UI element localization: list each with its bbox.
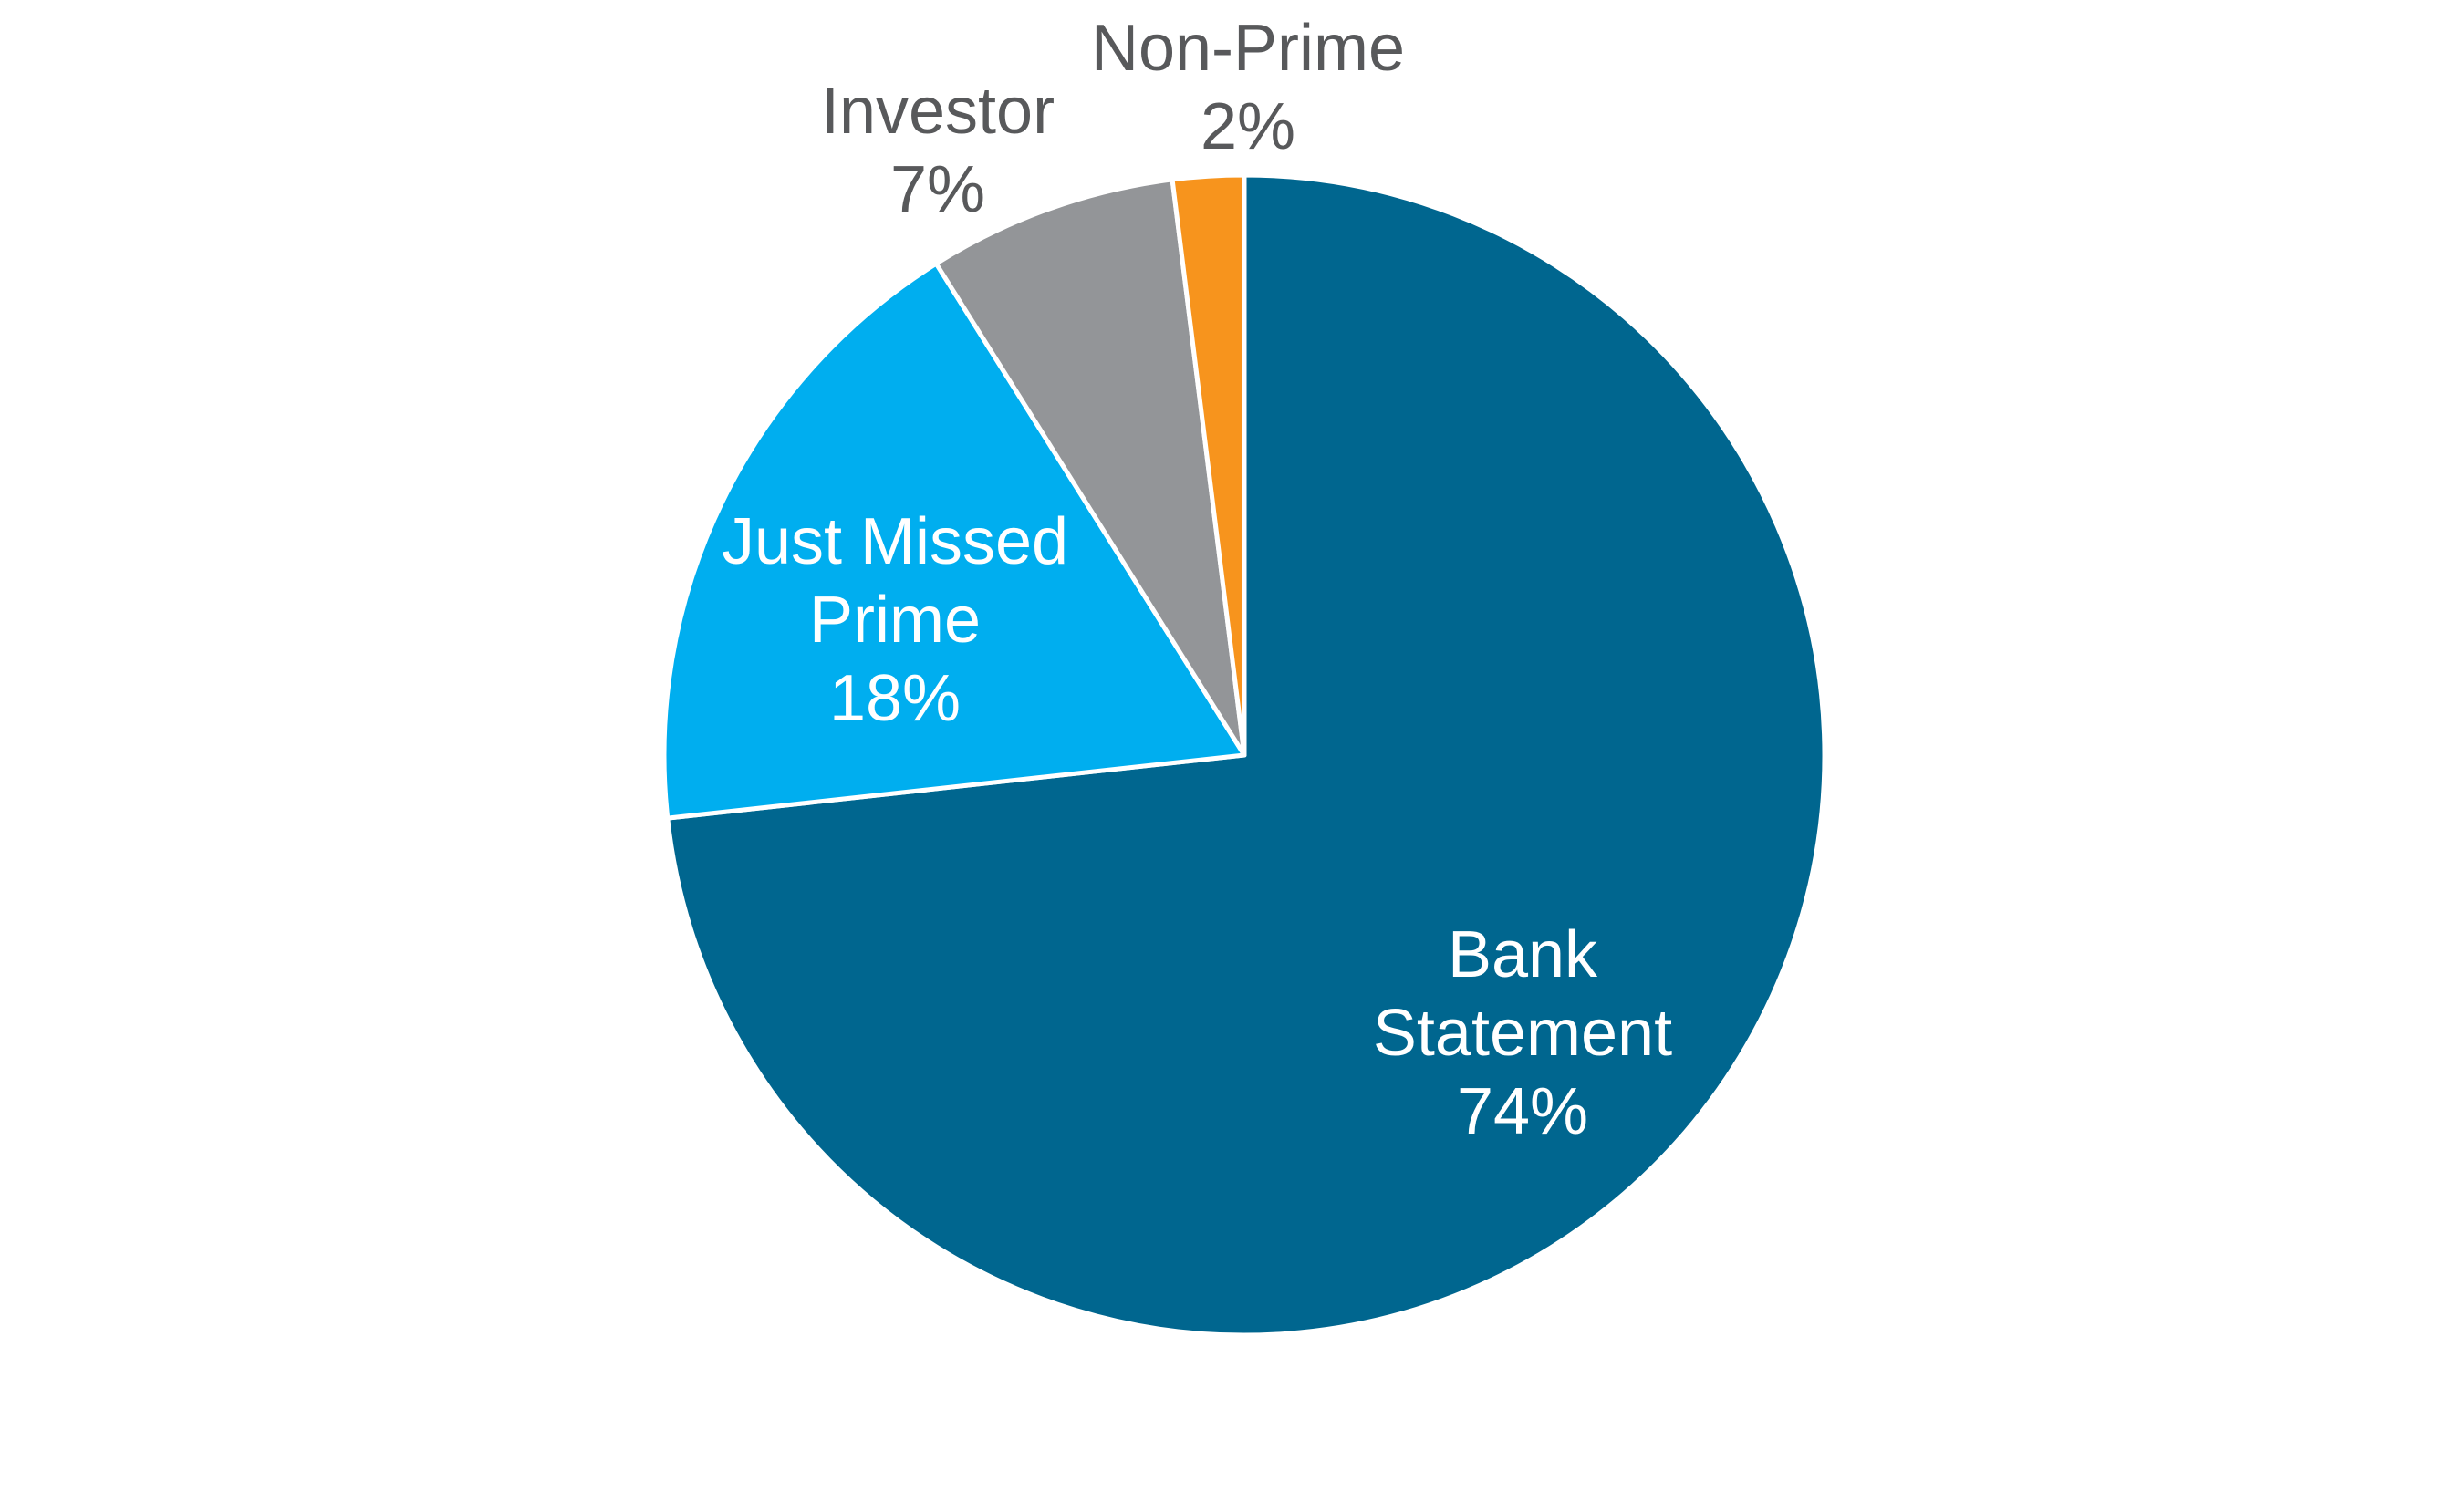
- category-label: Non-Prime: [1090, 12, 1406, 85]
- value-label: 18%: [828, 662, 962, 735]
- slice-label: Just Missed Prime 18%: [694, 503, 1096, 738]
- pie-slice: [933, 177, 1247, 758]
- pie-slice: [1170, 172, 1247, 758]
- slice-label: Investor 7%: [737, 72, 1138, 229]
- category-label: Bank Statement: [1372, 918, 1673, 1070]
- value-label: 74%: [1456, 1075, 1589, 1148]
- value-label: 7%: [889, 153, 986, 226]
- slice-label: Non-Prime 2%: [1047, 9, 1449, 166]
- value-label: 2%: [1200, 90, 1296, 163]
- slice-label: Bank Statement 74%: [1322, 916, 1723, 1151]
- pie-slice: [661, 261, 1247, 821]
- category-label: Just Missed Prime: [721, 505, 1069, 657]
- category-label: Investor: [820, 75, 1055, 148]
